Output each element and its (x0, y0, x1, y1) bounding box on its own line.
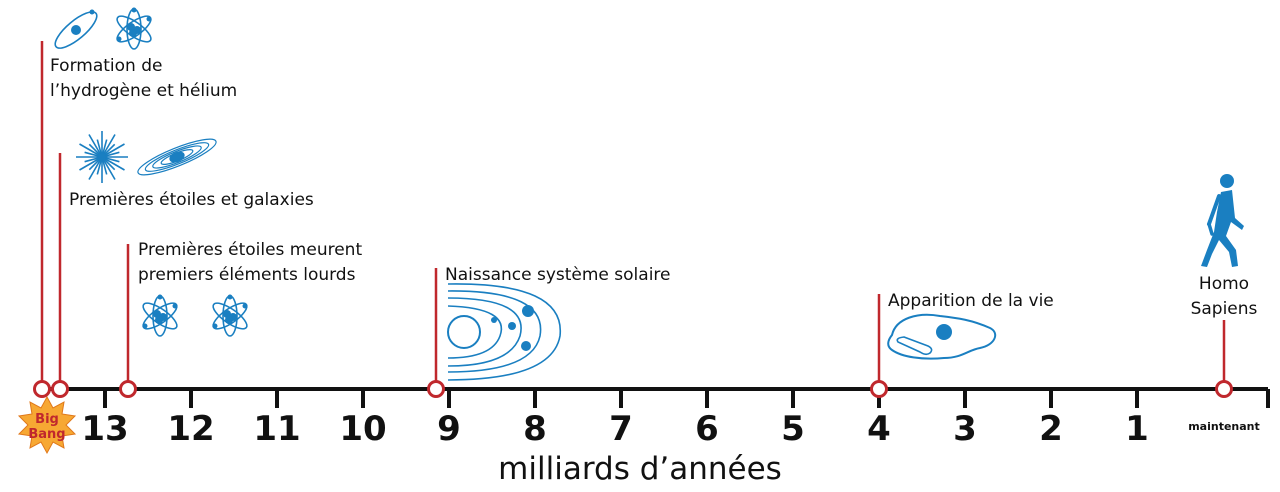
axis-ticks (103, 389, 1270, 408)
big-bang-label-line2: Bang (28, 427, 65, 442)
axis-tick-label: 4 (867, 409, 891, 449)
axis-tick-labels: 13 12 11 10 9 8 7 6 5 4 3 2 1 (81, 409, 1149, 449)
star-burst-icon (76, 131, 128, 183)
axis-tick-label: 10 (339, 409, 386, 449)
event-label-line: Apparition de la vie (888, 291, 1054, 311)
big-bang-burst-icon (17, 395, 77, 455)
event-homo-sapiens: Homo Sapiens (1191, 174, 1258, 398)
axis-tick-label: 7 (609, 409, 633, 449)
heavy-atom-icon (138, 293, 252, 337)
event-solar-system: Naissance système solaire (427, 265, 671, 398)
big-bang-label-line1: Big (35, 412, 59, 427)
event-life-appears: Apparition de la vie (870, 291, 1054, 398)
axis-title: milliards d’années (498, 451, 782, 487)
galaxy-icon (137, 138, 217, 176)
event-label-line: Premières étoiles et galaxies (69, 190, 314, 210)
now-label: maintenant (1188, 420, 1260, 433)
axis-tick-label: 11 (253, 409, 300, 449)
event-marker-circle (51, 380, 69, 398)
event-label-line: l’hydrogène et hélium (50, 81, 237, 101)
event-heavy-elements: Premières étoiles meurent premiers éléme… (119, 240, 362, 398)
event-label-line: Homo (1199, 274, 1249, 294)
axis-tick-label: 1 (1125, 409, 1149, 449)
axis-tick-label: 3 (953, 409, 977, 449)
atom-icon (54, 6, 156, 50)
axis-tick-label: 13 (81, 409, 128, 449)
event-marker-circle (1215, 380, 1233, 398)
event-label-line: Sapiens (1191, 299, 1258, 319)
event-label-line: Premières étoiles meurent (138, 240, 362, 260)
event-label-line: Formation de (50, 56, 162, 76)
axis-tick-label: 12 (167, 409, 214, 449)
axis-tick-label: 9 (437, 409, 461, 449)
solar-system-icon (447, 283, 561, 381)
event-hydrogen-helium: Formation de l’hydrogène et hélium (33, 6, 237, 398)
event-marker-circle (33, 380, 51, 398)
axis-tick-label: 2 (1039, 409, 1063, 449)
cell-icon (887, 313, 997, 360)
event-marker-circle (427, 380, 445, 398)
axis-tick-label: 5 (781, 409, 805, 449)
axis-tick-label: 6 (695, 409, 719, 449)
big-bang-badge: Big Bang (17, 395, 77, 455)
event-label-line: Naissance système solaire (445, 265, 671, 285)
event-first-stars-galaxies: Premières étoiles et galaxies (51, 131, 314, 398)
event-marker-circle (870, 380, 888, 398)
event-marker-circle (119, 380, 137, 398)
event-label-line: premiers éléments lourds (138, 265, 356, 285)
human-icon (1201, 174, 1244, 267)
axis-tick-label: 8 (523, 409, 547, 449)
